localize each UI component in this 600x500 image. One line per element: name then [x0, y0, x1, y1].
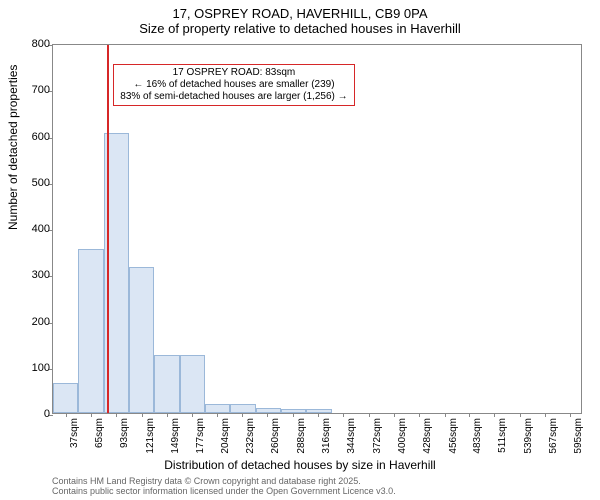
- y-tick-label: 400: [10, 223, 50, 235]
- histogram-bar: [306, 409, 331, 413]
- x-axis-label: Distribution of detached houses by size …: [0, 458, 600, 472]
- histogram-bar: [129, 267, 154, 413]
- x-tick-label: 400sqm: [397, 418, 408, 454]
- x-tick-label: 483sqm: [472, 418, 483, 454]
- x-tick-label: 344sqm: [346, 418, 357, 454]
- histogram-bar: [154, 355, 179, 413]
- x-tick-label: 37sqm: [69, 418, 80, 448]
- x-tick-label: 595sqm: [573, 418, 584, 454]
- y-tick-label: 500: [10, 177, 50, 189]
- chart-title-2: Size of property relative to detached ho…: [0, 21, 600, 40]
- histogram-bar: [205, 404, 230, 413]
- annotation-line2: ← 16% of detached houses are smaller (23…: [120, 79, 347, 91]
- y-tick-label: 800: [10, 38, 50, 50]
- marker-line: [107, 45, 109, 413]
- x-tick-label: 260sqm: [270, 418, 281, 454]
- annotation-box: 17 OSPREY ROAD: 83sqm← 16% of detached h…: [113, 64, 354, 106]
- x-tick-label: 288sqm: [296, 418, 307, 454]
- x-tick-label: 65sqm: [94, 418, 105, 448]
- histogram-bar: [53, 383, 78, 413]
- x-tick-label: 93sqm: [119, 418, 130, 448]
- credits-line-2: Contains public sector information licen…: [52, 487, 396, 497]
- x-tick-label: 177sqm: [195, 418, 206, 454]
- histogram-bar: [256, 408, 281, 413]
- x-tick-label: 232sqm: [245, 418, 256, 454]
- x-tick-label: 456sqm: [448, 418, 459, 454]
- x-tick-label: 511sqm: [497, 418, 508, 453]
- y-tick-label: 100: [10, 362, 50, 374]
- y-tick-label: 200: [10, 316, 50, 328]
- y-tick-label: 0: [10, 408, 50, 420]
- histogram-bar: [230, 404, 255, 413]
- annotation-line3: 83% of semi-detached houses are larger (…: [120, 91, 347, 103]
- x-tick-label: 121sqm: [145, 418, 156, 454]
- histogram-bar: [180, 355, 205, 413]
- x-tick-label: 567sqm: [548, 418, 559, 454]
- x-tick-label: 204sqm: [220, 418, 231, 454]
- chart-title-1: 17, OSPREY ROAD, HAVERHILL, CB9 0PA: [0, 0, 600, 21]
- y-tick-label: 600: [10, 131, 50, 143]
- histogram-bar: [281, 409, 306, 413]
- chart-plot-area: 17 OSPREY ROAD: 83sqm← 16% of detached h…: [52, 44, 582, 414]
- x-tick-label: 316sqm: [321, 418, 332, 454]
- x-tick-label: 428sqm: [422, 418, 433, 454]
- histogram-bar: [78, 249, 103, 413]
- y-tick-label: 300: [10, 269, 50, 281]
- credits: Contains HM Land Registry data © Crown c…: [52, 477, 396, 497]
- x-tick-label: 372sqm: [372, 418, 383, 454]
- y-tick-label: 700: [10, 84, 50, 96]
- annotation-line1: 17 OSPREY ROAD: 83sqm: [120, 67, 347, 79]
- x-tick-label: 539sqm: [523, 418, 534, 454]
- x-tick-label: 149sqm: [170, 418, 181, 454]
